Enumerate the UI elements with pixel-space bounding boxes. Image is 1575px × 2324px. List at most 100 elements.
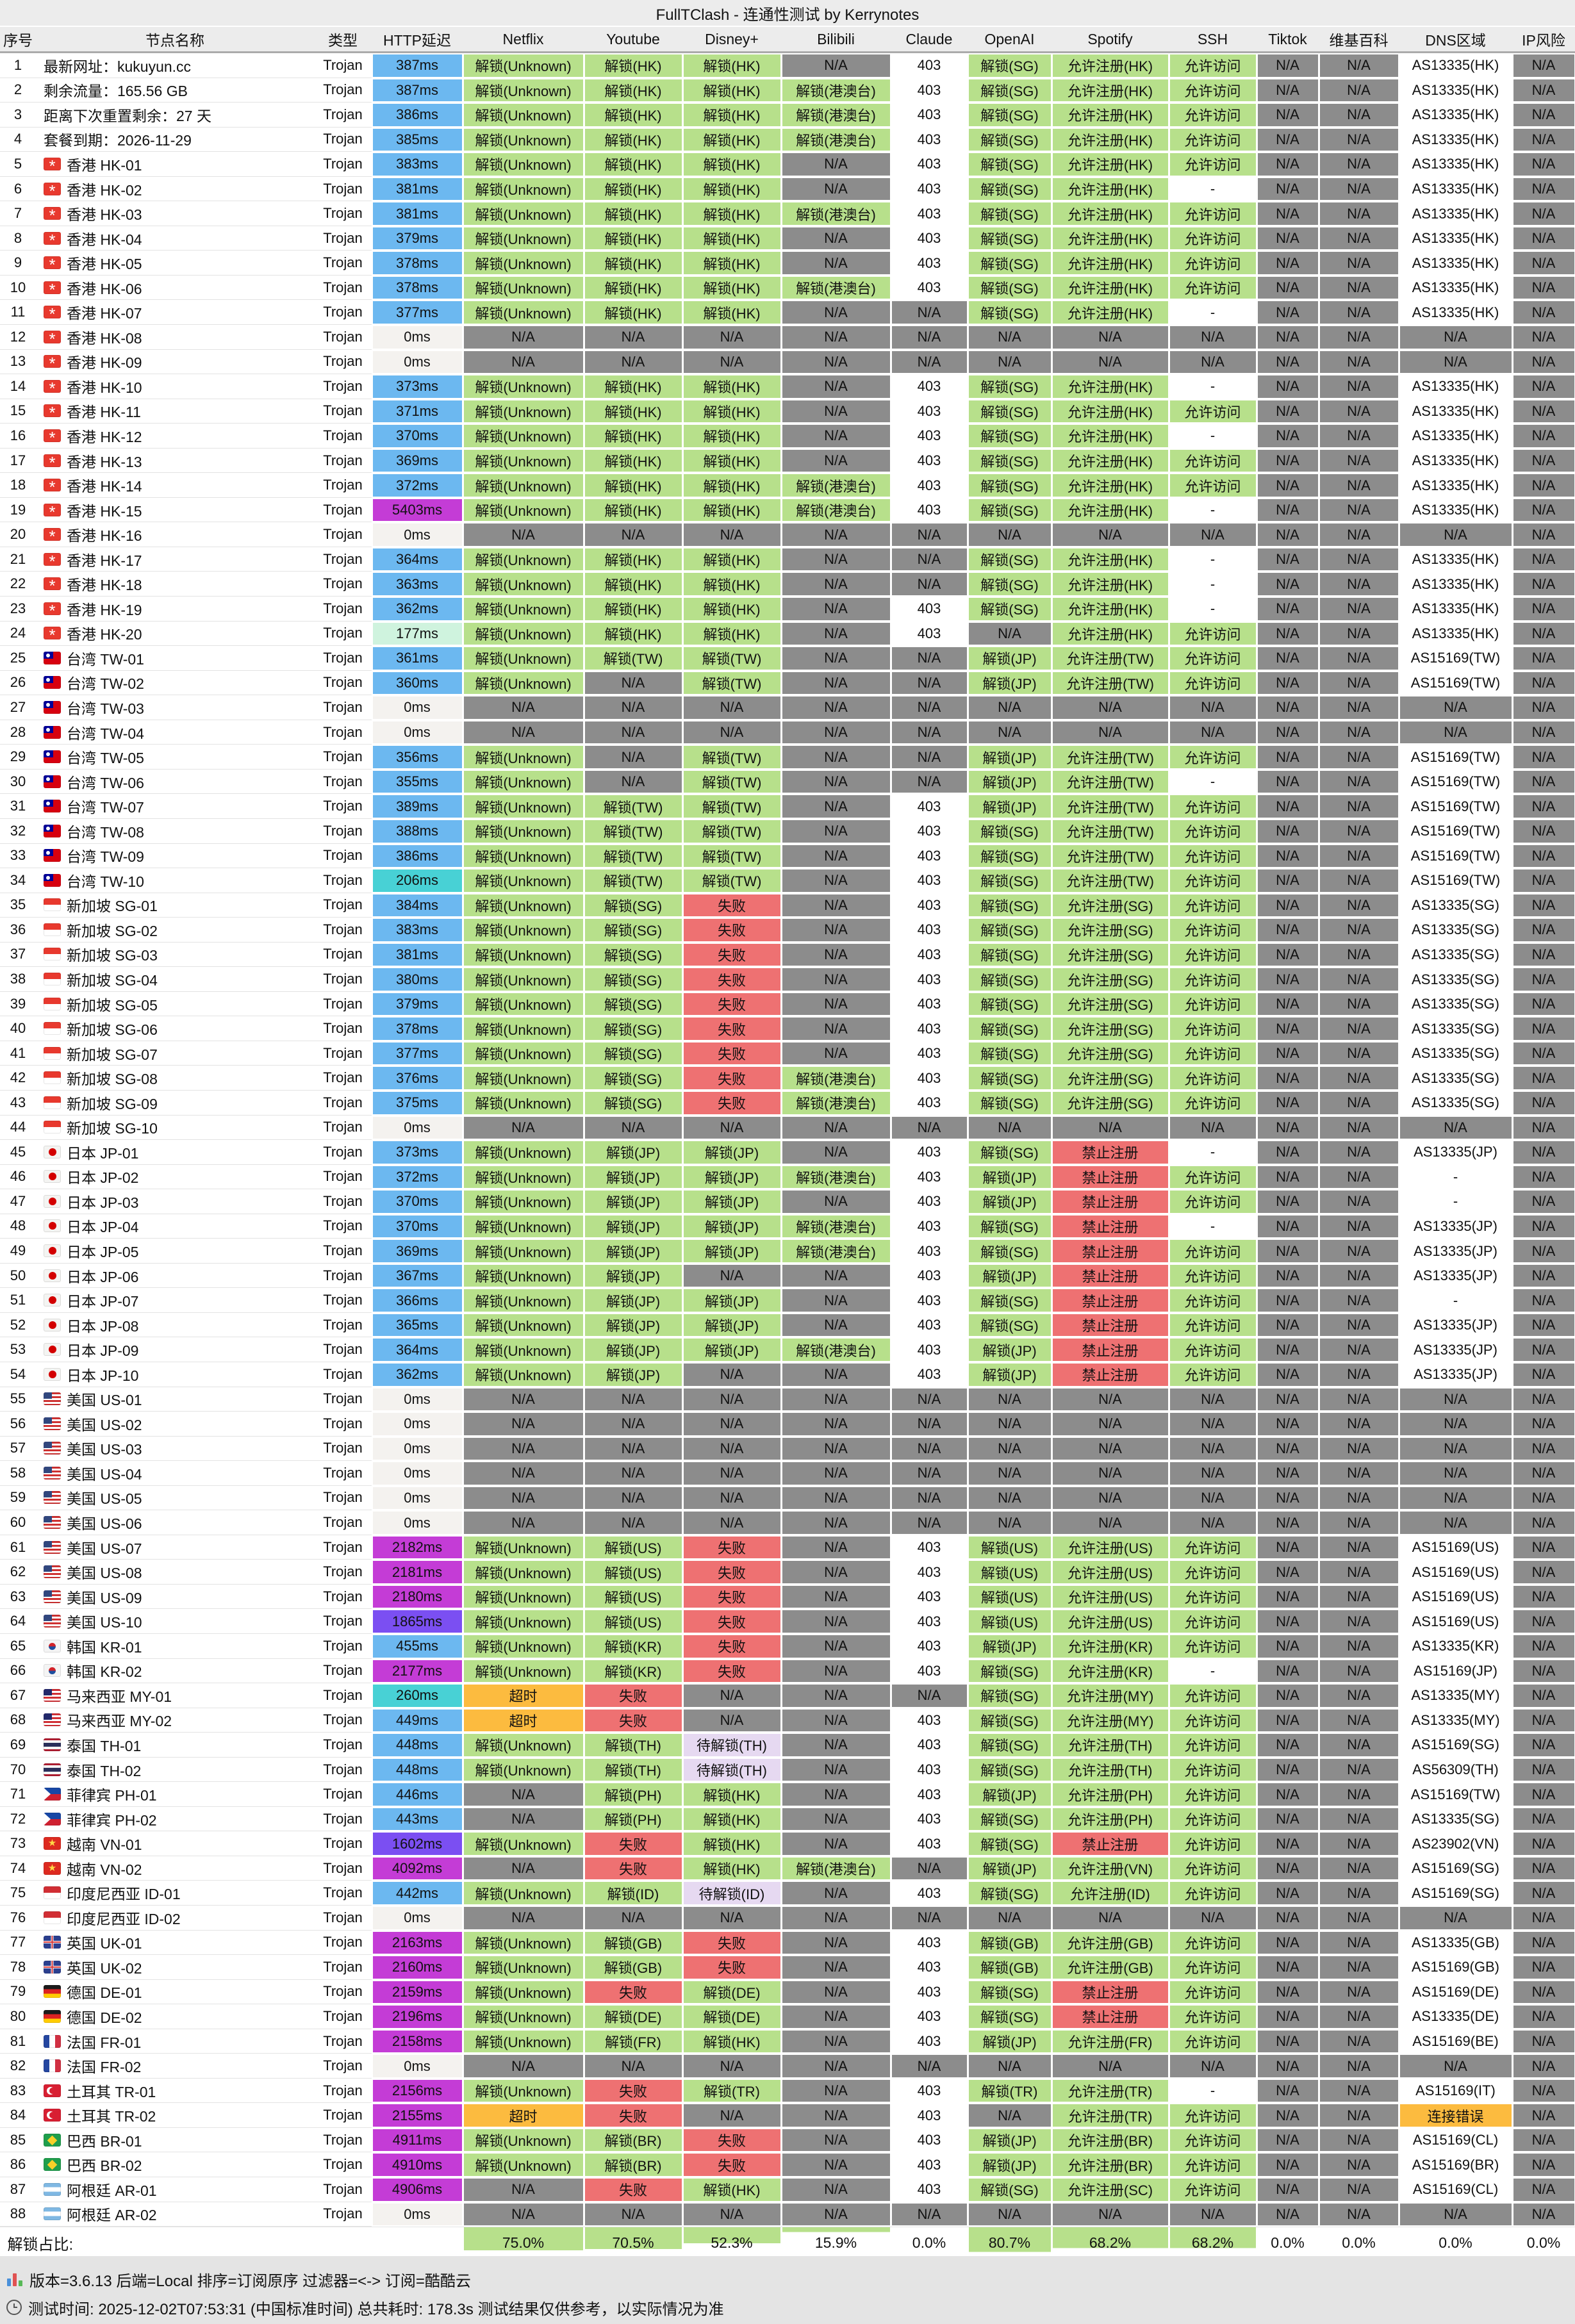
wikipedia-status: N/A bbox=[1319, 1042, 1398, 1065]
youtube-status: 解锁(HK) bbox=[584, 202, 682, 225]
openai-cell: 解锁(SG) bbox=[968, 943, 1051, 968]
bilibili-status: N/A bbox=[782, 894, 890, 917]
bilibili-cell: N/A bbox=[781, 2004, 891, 2029]
youtube-cell: 解锁(HK) bbox=[584, 152, 682, 177]
latency-value: 367ms bbox=[372, 1264, 462, 1287]
claude-status: 403 bbox=[891, 449, 967, 472]
bilibili-status: 解锁(港澳台) bbox=[782, 1215, 890, 1238]
disney-status: N/A bbox=[683, 1709, 780, 1732]
openai-status: 解锁(SG) bbox=[968, 79, 1051, 102]
netflix-status: 解锁(Unknown) bbox=[463, 1042, 583, 1065]
bilibili-status: N/A bbox=[782, 746, 890, 768]
claude-status: 403 bbox=[891, 1141, 967, 1164]
tiktok-cell: N/A bbox=[1257, 473, 1319, 498]
disney-cell: 解锁(HK) bbox=[682, 1831, 781, 1856]
disney-cell: 解锁(HK) bbox=[682, 424, 781, 449]
index-cell: 80 bbox=[0, 2004, 36, 2029]
wikipedia-cell: N/A bbox=[1319, 1758, 1399, 1783]
netflix-cell: 解锁(Unknown) bbox=[463, 276, 584, 301]
index-cell: 55 bbox=[0, 1387, 36, 1412]
claude-status: 403 bbox=[891, 375, 967, 398]
ip-risk-cell: N/A bbox=[1512, 1955, 1575, 1980]
claude-status: N/A bbox=[891, 2203, 967, 2226]
claude-cell: N/A bbox=[891, 1856, 968, 1881]
openai-cell: 解锁(SG) bbox=[968, 2004, 1051, 2029]
node-name: 阿根廷 AR-01 bbox=[67, 2182, 157, 2199]
disney-status: N/A bbox=[683, 350, 780, 374]
youtube-cell: 解锁(SG) bbox=[584, 1016, 682, 1041]
index-cell: 27 bbox=[0, 695, 36, 720]
ip-risk-cell: N/A bbox=[1512, 473, 1575, 498]
node-name-cell: 日本 JP-04 bbox=[36, 1214, 314, 1239]
node-name-cell: 马来西亚 MY-02 bbox=[36, 1708, 314, 1733]
tiktok-status: N/A bbox=[1257, 919, 1318, 941]
wikipedia-cell: N/A bbox=[1319, 1585, 1399, 1610]
ip-risk-status: N/A bbox=[1513, 1758, 1574, 1781]
wikipedia-status: N/A bbox=[1319, 1635, 1398, 1658]
latency-cell: 260ms bbox=[372, 1683, 463, 1708]
bilibili-cell: 解锁(港澳台) bbox=[781, 473, 891, 498]
netflix-cell: 解锁(Unknown) bbox=[463, 2128, 584, 2153]
disney-status: N/A bbox=[683, 1264, 780, 1287]
spotify-status: 允许注册(HK) bbox=[1052, 54, 1168, 77]
youtube-status: 解锁(BR) bbox=[584, 2154, 682, 2177]
tiktok-cell: N/A bbox=[1257, 1140, 1319, 1165]
netflix-cell: N/A bbox=[463, 695, 584, 720]
youtube-status: 解锁(US) bbox=[584, 1561, 682, 1583]
ip-risk-status: N/A bbox=[1513, 54, 1574, 77]
wikipedia-status: N/A bbox=[1319, 350, 1398, 374]
ssh-cell: 允许访问 bbox=[1169, 844, 1257, 869]
bilibili-status: N/A bbox=[782, 1191, 890, 1213]
netflix-cell: 解锁(Unknown) bbox=[463, 1634, 584, 1659]
youtube-status: N/A bbox=[584, 672, 682, 695]
spotify-cell: 允许注册(KR) bbox=[1051, 1634, 1169, 1659]
column-header-3: HTTP延迟 bbox=[383, 32, 452, 49]
type-cell: Trojan bbox=[314, 794, 372, 819]
bilibili-status: 解锁(港澳台) bbox=[782, 128, 890, 151]
netflix-cell: 解锁(Unknown) bbox=[463, 893, 584, 918]
wikipedia-status: N/A bbox=[1319, 177, 1398, 201]
ssh-status: 允许访问 bbox=[1169, 894, 1256, 917]
bilibili-status: N/A bbox=[782, 573, 890, 596]
spotify-status: 允许注册(HK) bbox=[1052, 400, 1168, 423]
openai-cell: N/A bbox=[968, 2202, 1051, 2227]
type-cell: Trojan bbox=[314, 1955, 372, 1980]
netflix-cell: N/A bbox=[463, 1856, 584, 1881]
ssh-cell: N/A bbox=[1169, 1486, 1257, 1511]
ssh-status: 允许访问 bbox=[1169, 2104, 1256, 2127]
ip-risk-cell: N/A bbox=[1512, 1066, 1575, 1091]
gb-flag-icon bbox=[44, 1960, 61, 1974]
tiktok-status: N/A bbox=[1257, 1734, 1318, 1756]
tiktok-cell: N/A bbox=[1257, 251, 1319, 276]
bilibili-status: N/A bbox=[782, 2055, 890, 2077]
disney-cell: 失败 bbox=[682, 1535, 781, 1560]
claude-cell: 403 bbox=[891, 1214, 968, 1239]
wikipedia-status: N/A bbox=[1319, 1240, 1398, 1262]
youtube-cell: N/A bbox=[584, 695, 682, 720]
wikipedia-status: N/A bbox=[1319, 1857, 1398, 1880]
ip-risk-cell: N/A bbox=[1512, 1437, 1575, 1462]
netflix-status: 解锁(Unknown) bbox=[463, 1610, 583, 1633]
node-name: 香港 HK-12 bbox=[67, 428, 142, 445]
jp-flag-icon bbox=[44, 1269, 61, 1282]
sg-flag-icon bbox=[44, 973, 61, 985]
summary-percent-cell-0: 75.0% bbox=[463, 2227, 583, 2259]
wikipedia-status: N/A bbox=[1319, 449, 1398, 472]
latency-value: 379ms bbox=[372, 227, 462, 250]
openai-cell: 解锁(JP) bbox=[968, 1337, 1051, 1362]
latency-cell: 2158ms bbox=[372, 2029, 463, 2054]
tiktok-cell: N/A bbox=[1257, 2004, 1319, 2029]
ip-risk-status: N/A bbox=[1513, 1141, 1574, 1164]
netflix-status: 解锁(Unknown) bbox=[463, 1191, 583, 1213]
latency-value: 0ms bbox=[372, 1462, 462, 1485]
wikipedia-cell: N/A bbox=[1319, 1733, 1399, 1758]
wikipedia-status: N/A bbox=[1319, 104, 1398, 126]
wikipedia-cell: N/A bbox=[1319, 794, 1399, 819]
youtube-status: N/A bbox=[584, 770, 682, 793]
bilibili-status: N/A bbox=[782, 1931, 890, 1954]
disney-cell: 解锁(JP) bbox=[682, 1165, 781, 1190]
ssh-cell: 允许访问 bbox=[1169, 671, 1257, 696]
claude-status: N/A bbox=[891, 548, 967, 571]
claude-status: N/A bbox=[891, 1116, 967, 1139]
netflix-cell: 解锁(Unknown) bbox=[463, 177, 584, 202]
